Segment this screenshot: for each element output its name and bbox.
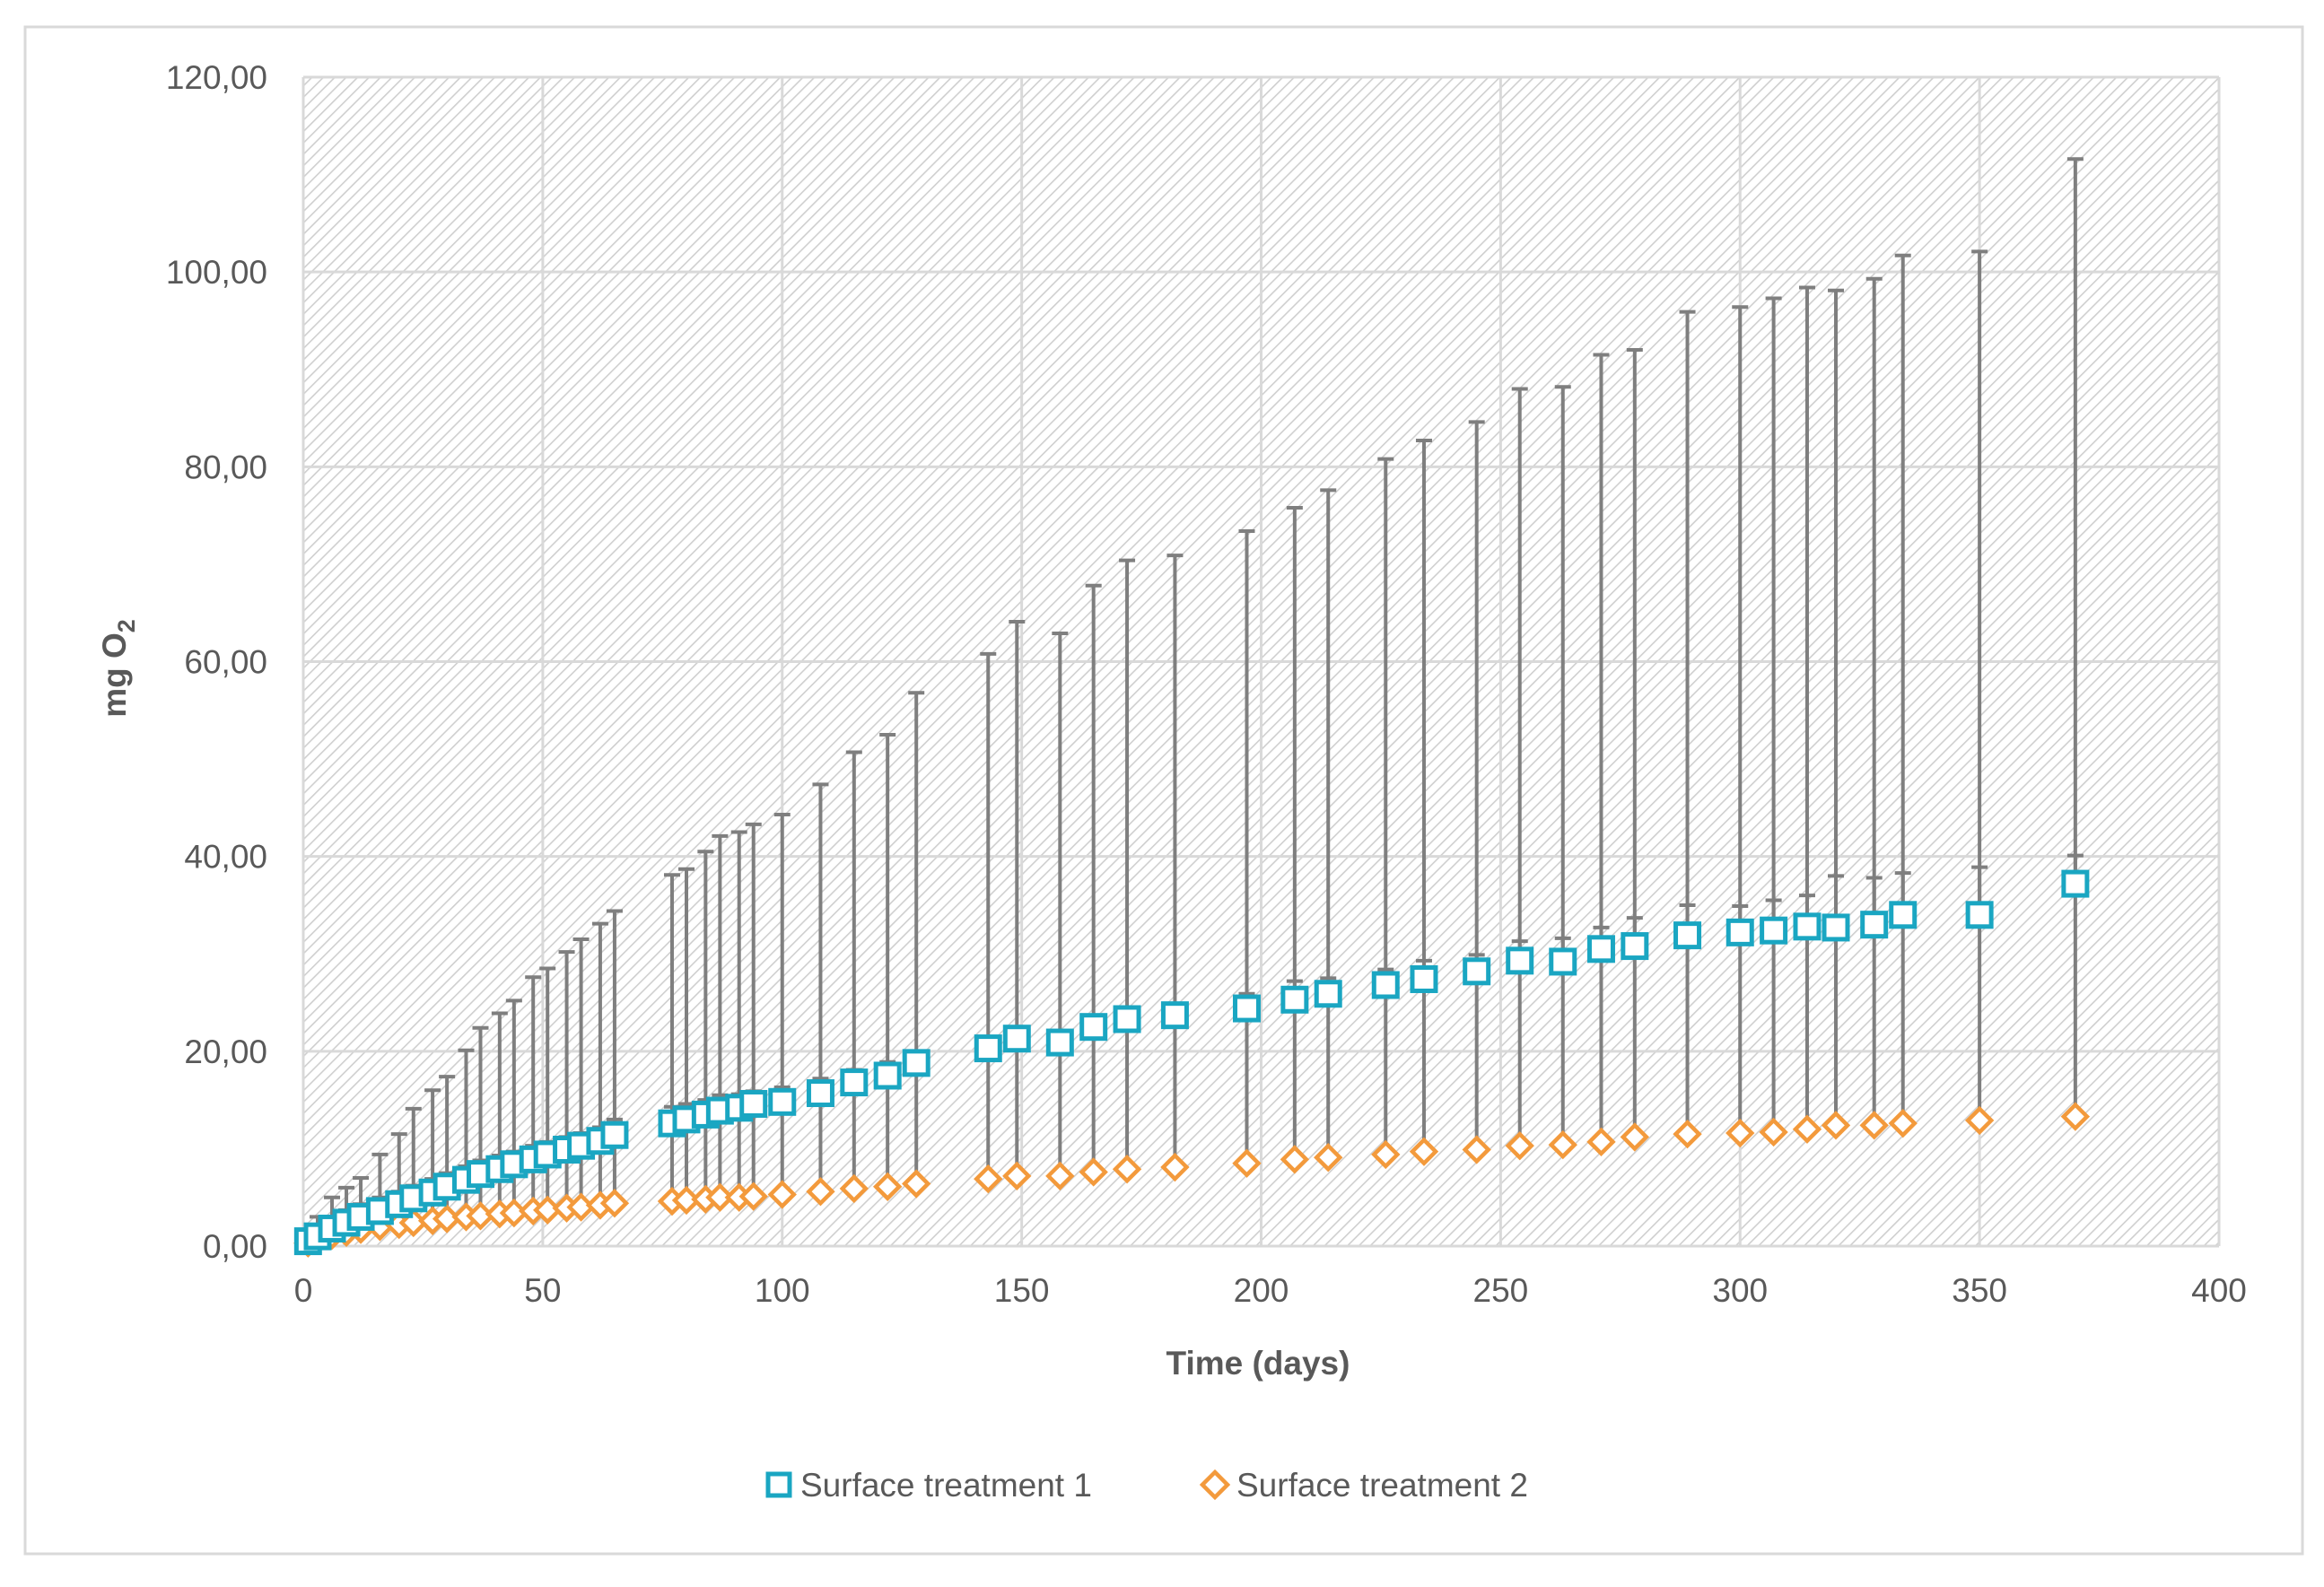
data-point-series-2 [1821, 1111, 1851, 1140]
data-point-series-1 [1280, 985, 1309, 1014]
data-point-series-2 [1280, 1145, 1310, 1174]
data-point-series-1 [1673, 921, 1702, 950]
data-point-series-1 [1621, 932, 1649, 961]
y-axis-ticks: 0,00 20,00 40,00 60,00 80,00 100,00 120,00 [166, 59, 267, 1265]
data-point-series-2 [1112, 1155, 1142, 1184]
x-tick-label: 150 [994, 1272, 1050, 1309]
data-point-series-1 [1822, 913, 1850, 942]
y-axis-label: mg O2 [96, 619, 140, 718]
data-point-series-2 [1314, 1143, 1343, 1173]
data-point-series-2 [1964, 1105, 1995, 1136]
error-bars-series-1 [300, 157, 2084, 1242]
y-axis-label-group: mg O2 [96, 619, 140, 718]
legend-label-series-1: Surface treatment 1 [800, 1467, 1092, 1504]
data-point-series-1 [2061, 869, 2090, 898]
data-point-series-1 [1860, 911, 1889, 939]
data-point-series-2 [1620, 1122, 1650, 1152]
data-point-series-2 [1548, 1129, 1577, 1160]
data-point-series-2 [1409, 1137, 1439, 1166]
x-tick-label: 200 [1234, 1272, 1289, 1309]
data-point-series-1 [1889, 901, 1918, 929]
data-point-series-1 [1463, 957, 1491, 986]
y-tick-label: 60,00 [184, 644, 267, 681]
y-tick-label: 120,00 [166, 59, 267, 96]
y-tick-label: 20,00 [184, 1033, 267, 1070]
data-point-series-2 [1759, 1117, 1788, 1147]
data-point-series-2 [1045, 1161, 1075, 1191]
data-point-series-2 [1371, 1139, 1401, 1170]
data-point-series-1 [806, 1079, 834, 1108]
data-point-series-1 [1002, 1025, 1031, 1053]
data-point-series-1 [1793, 912, 1822, 941]
x-tick-label: 300 [1712, 1272, 1768, 1309]
data-point-series-1 [1232, 994, 1261, 1023]
data-point-series-1 [1079, 1013, 1108, 1042]
data-point-series-2 [872, 1172, 903, 1201]
data-point-series-2 [839, 1173, 869, 1204]
y-axis-label-main: mg O [96, 632, 133, 718]
data-point-series-2 [1232, 1148, 1262, 1178]
x-tick-label: 0 [294, 1272, 313, 1309]
x-tick-label: 50 [524, 1272, 561, 1309]
data-point-series-1 [873, 1061, 902, 1090]
data-point-series-2 [1079, 1157, 1108, 1187]
data-point-series-2 [1792, 1114, 1822, 1144]
markers-series-1 [293, 869, 2090, 1256]
data-point-series-1 [600, 1120, 629, 1149]
x-tick-label: 250 [1473, 1272, 1529, 1309]
data-point-series-2 [738, 1182, 768, 1211]
data-point-series-2 [1002, 1161, 1032, 1191]
data-point-series-1 [1314, 980, 1342, 1008]
data-point-series-1 [1160, 1001, 1189, 1030]
data-point-series-2 [806, 1177, 835, 1207]
data-point-series-1 [768, 1087, 797, 1116]
data-point-series-1 [1726, 918, 1754, 946]
data-point-series-2 [1888, 1109, 1918, 1138]
data-point-series-2 [2060, 1102, 2091, 1131]
data-point-series-1 [1965, 901, 1994, 929]
x-tick-label: 400 [2191, 1272, 2247, 1309]
y-tick-label: 100,00 [166, 254, 267, 291]
data-point-series-1 [1410, 964, 1438, 993]
data-point-series-2 [1726, 1118, 1755, 1148]
y-tick-label: 80,00 [184, 449, 267, 485]
data-point-series-2 [599, 1189, 630, 1218]
data-point-series-1 [1760, 916, 1788, 945]
legend-square-marker [765, 1471, 792, 1498]
data-point-series-2 [1673, 1119, 1702, 1149]
legend-diamond-marker [1199, 1469, 1231, 1501]
y-axis-label-subscript: 2 [113, 619, 140, 632]
x-tick-label: 350 [1952, 1272, 2007, 1309]
data-point-series-2 [1505, 1130, 1534, 1161]
y-tick-label: 0,00 [203, 1228, 267, 1265]
data-point-series-2 [902, 1169, 931, 1199]
data-point-series-1 [974, 1034, 1002, 1063]
data-point-series-1 [1371, 971, 1400, 999]
data-point-series-1 [739, 1089, 768, 1118]
data-point-series-2 [1859, 1111, 1889, 1140]
data-point-series-1 [1113, 1005, 1141, 1033]
data-point-series-1 [1549, 947, 1577, 976]
legend: Surface treatment 1 Surface treatment 2 [765, 1467, 1528, 1504]
data-point-series-1 [840, 1068, 869, 1097]
x-axis-ticks: 0 50 100 150 200 250 300 350 400 [294, 1272, 2247, 1309]
data-point-series-1 [1045, 1028, 1074, 1057]
data-point-series-2 [1160, 1152, 1190, 1182]
legend-item-series-1[interactable]: Surface treatment 1 [765, 1467, 1092, 1504]
x-axis-label: Time (days) [1166, 1345, 1350, 1382]
data-point-series-1 [902, 1049, 930, 1077]
x-tick-label: 100 [755, 1272, 810, 1309]
legend-label-series-2: Surface treatment 2 [1236, 1467, 1528, 1504]
data-point-series-1 [1586, 935, 1615, 964]
data-point-series-2 [705, 1182, 735, 1212]
data-point-series-1 [1506, 946, 1534, 975]
data-point-series-2 [767, 1180, 797, 1209]
data-point-series-2 [1462, 1135, 1491, 1164]
legend-item-series-2[interactable]: Surface treatment 2 [1199, 1467, 1528, 1504]
data-point-series-2 [974, 1164, 1003, 1194]
data-point-series-2 [1586, 1127, 1616, 1157]
y-tick-label: 40,00 [184, 839, 267, 876]
